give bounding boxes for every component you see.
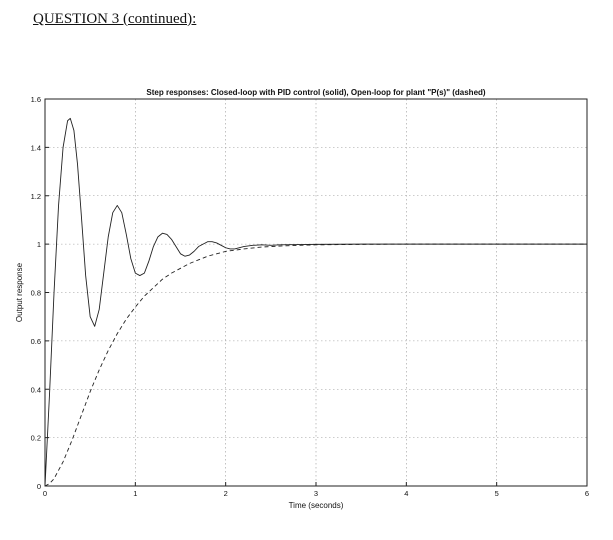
page-heading: QUESTION 3 (continued): bbox=[33, 11, 197, 27]
grid-layer bbox=[45, 99, 587, 486]
open-loop-dashed-line bbox=[44, 243, 587, 487]
y-tick-label: 0.4 bbox=[31, 385, 41, 394]
x-tick-label: 3 bbox=[314, 489, 318, 498]
x-axis-label: Time (seconds) bbox=[289, 501, 344, 510]
y-tick-label: 1.2 bbox=[31, 192, 41, 201]
y-tick-label: 0.6 bbox=[31, 337, 41, 346]
closed-loop-solid-line bbox=[44, 117, 587, 487]
chart-title: Step responses: Closed-loop with PID con… bbox=[146, 88, 485, 97]
x-tick-label: 4 bbox=[404, 489, 408, 498]
ticks-layer: 0 1 2 3 4 5 6 0 0.2 0.4 0.6 0.8 1 1.2 1.4 1.6 bbox=[31, 95, 590, 498]
x-tick-label: 6 bbox=[585, 489, 589, 498]
y-tick-label: 1 bbox=[37, 240, 41, 249]
y-tick-label: 1.4 bbox=[31, 143, 41, 152]
y-tick-label: 0 bbox=[37, 482, 41, 491]
y-tick-label: 0.8 bbox=[31, 289, 41, 298]
x-tick-label: 1 bbox=[133, 489, 137, 498]
x-tick-label: 2 bbox=[224, 489, 228, 498]
y-tick-label: 0.2 bbox=[31, 434, 41, 443]
x-tick-label: 0 bbox=[43, 489, 47, 498]
series-layer bbox=[44, 117, 587, 487]
y-tick-label: 1.6 bbox=[31, 95, 41, 104]
x-tick-label: 5 bbox=[495, 489, 499, 498]
y-axis-label: Output response bbox=[15, 262, 24, 322]
